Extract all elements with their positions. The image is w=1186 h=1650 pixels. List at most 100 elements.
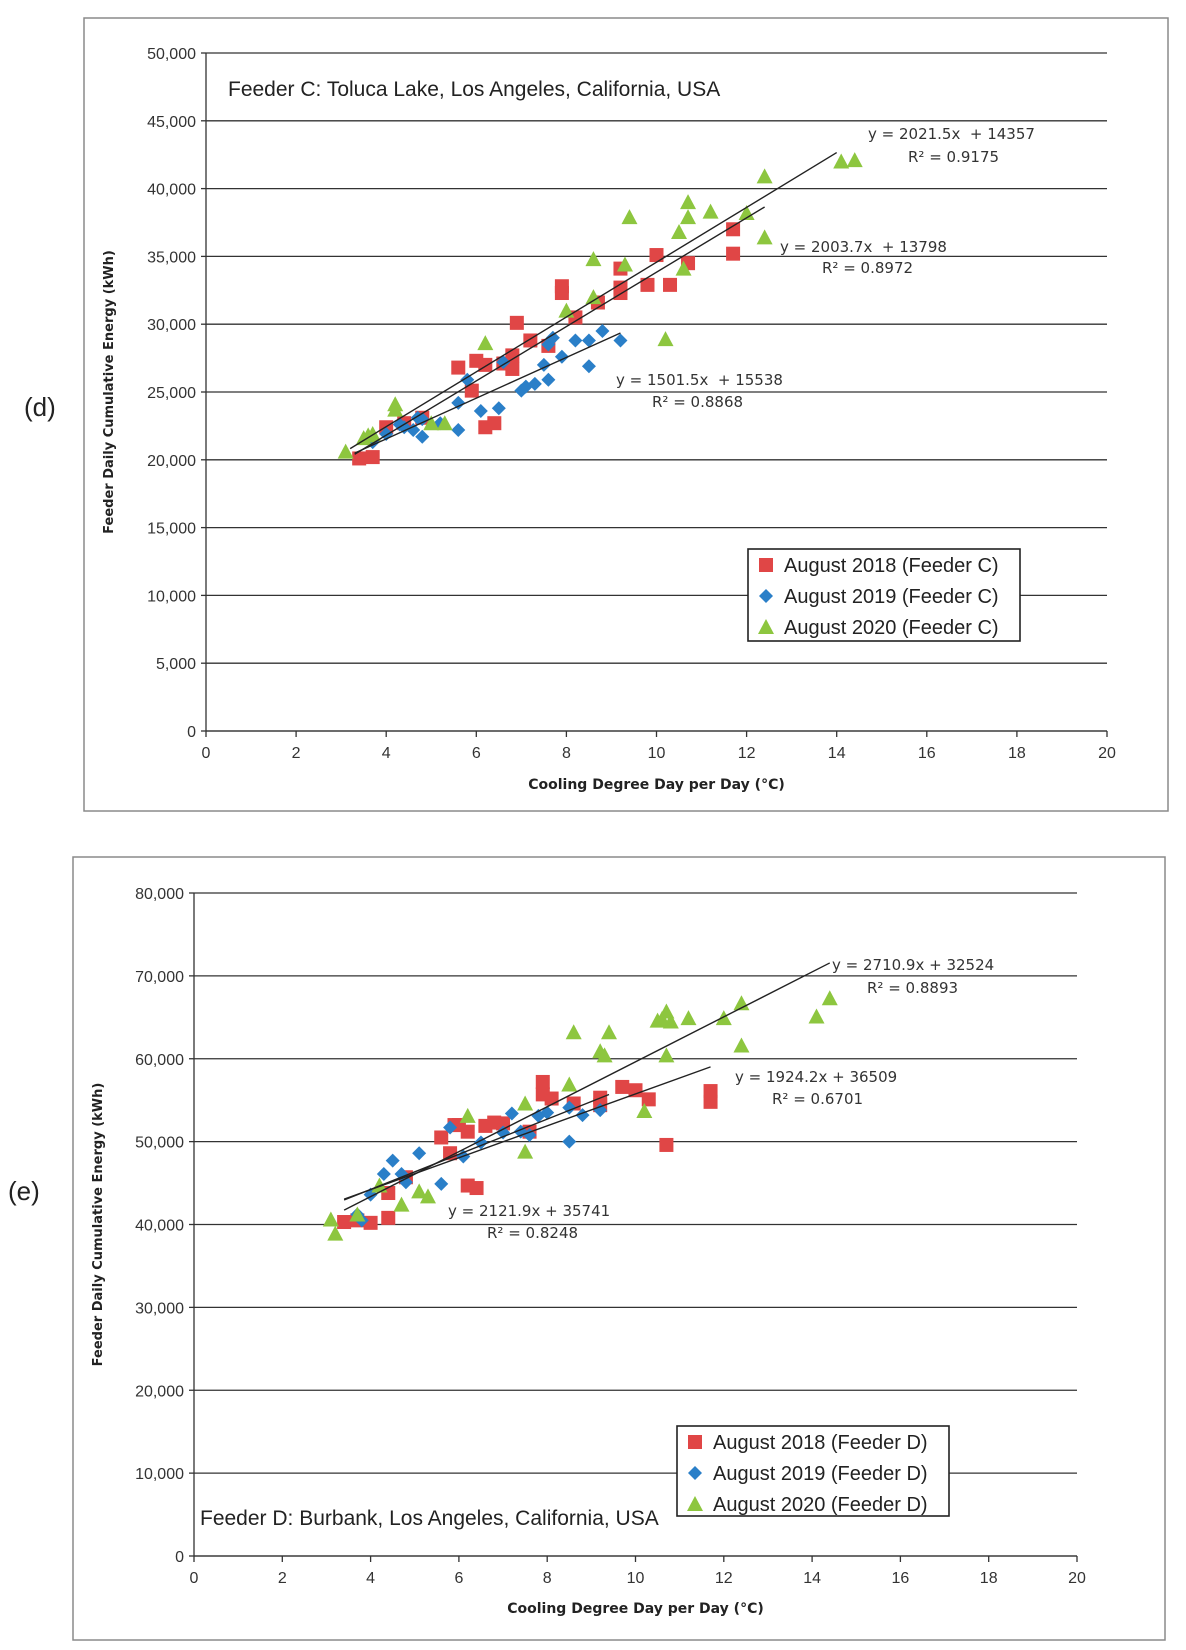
- trendline-r2: R² = 0.8248: [487, 1224, 578, 1242]
- point-triangle: [585, 289, 602, 305]
- point-diamond: [504, 1106, 519, 1121]
- point-square: [628, 1083, 643, 1098]
- point-triangle: [322, 1211, 339, 1227]
- legend-box: [747, 548, 1021, 642]
- legend-entry: August 2018 (Feeder C): [784, 555, 999, 577]
- chart-frame: [72, 856, 1166, 1641]
- panel-label-e: (e): [8, 1176, 40, 1206]
- x-tick-label: 14: [828, 745, 846, 762]
- point-diamond: [406, 422, 421, 437]
- legend-marker-triangle: [687, 1496, 703, 1511]
- y-tick-label: 60,000: [135, 1052, 184, 1069]
- trendline-equation: y = 2710.9x + 32524: [832, 956, 994, 974]
- point-triangle: [337, 443, 354, 459]
- trendline-equation: y = 2021.5x + 14357: [868, 125, 1035, 143]
- point-square: [381, 1210, 396, 1225]
- point-diamond: [595, 323, 610, 338]
- point-square: [649, 248, 664, 263]
- y-tick-label: 45,000: [147, 114, 196, 131]
- x-axis-label: Cooling Degree Day per Day (°C): [507, 1601, 764, 1617]
- point-square: [487, 416, 502, 431]
- x-tick-label: 14: [803, 1570, 821, 1587]
- legend-marker-triangle: [758, 619, 774, 634]
- x-tick-label: 4: [382, 745, 391, 762]
- point-triangle: [561, 1076, 578, 1092]
- point-diamond: [415, 429, 430, 444]
- point-triangle: [517, 1143, 534, 1159]
- point-triangle: [662, 1013, 679, 1029]
- x-tick-label: 12: [715, 1570, 733, 1587]
- point-triangle: [371, 1177, 388, 1193]
- point-diamond: [581, 333, 596, 348]
- y-tick-label: 30,000: [135, 1300, 184, 1317]
- point-square: [641, 1092, 656, 1107]
- point-square: [615, 1079, 630, 1094]
- point-triangle: [411, 1183, 428, 1199]
- legend-box: [676, 1425, 950, 1517]
- point-diamond: [527, 376, 542, 391]
- y-tick-label: 80,000: [135, 886, 184, 903]
- point-square: [554, 279, 569, 294]
- point-triangle: [756, 229, 773, 245]
- legend-marker-diamond: [688, 1466, 702, 1480]
- y-tick-label: 5,000: [156, 656, 196, 673]
- point-diamond: [376, 1166, 391, 1181]
- point-square: [337, 1215, 352, 1230]
- point-diamond: [460, 372, 475, 387]
- legend: August 2018 (Feeder C) August 2019 (Feede…: [747, 548, 1021, 642]
- x-tick-label: 18: [1008, 745, 1026, 762]
- point-triangle: [636, 1102, 653, 1118]
- series-2: [322, 990, 838, 1241]
- point-square: [535, 1074, 550, 1089]
- legend-marker-diamond: [759, 589, 773, 603]
- point-square: [544, 1091, 559, 1106]
- legend-entry: August 2020 (Feeder C): [784, 617, 999, 639]
- point-square: [451, 360, 466, 375]
- trendline-equation: y = 2121.9x + 35741: [448, 1202, 610, 1220]
- point-diamond: [412, 1146, 427, 1161]
- point-triangle: [657, 331, 674, 347]
- x-tick-label: 4: [366, 1570, 375, 1587]
- chart-1: 0 10,000 20,000 30,000 40,000 50,000 60,000 70,…: [72, 856, 1166, 1641]
- point-triangle: [658, 1047, 675, 1063]
- point-square: [726, 246, 741, 261]
- trendline: [343, 1093, 610, 1201]
- x-tick-label: 16: [918, 745, 936, 762]
- point-diamond: [568, 333, 583, 348]
- legend-entry: August 2019 (Feeder D): [713, 1463, 928, 1485]
- point-diamond: [541, 372, 556, 387]
- y-tick-label: 25,000: [147, 385, 196, 402]
- point-diamond: [473, 403, 488, 418]
- y-tick-label: 40,000: [135, 1218, 184, 1235]
- point-triangle: [327, 1225, 344, 1241]
- trendline-equation: y = 1924.2x + 36509: [735, 1068, 897, 1086]
- y-tick-label: 50,000: [135, 1135, 184, 1152]
- point-square: [726, 222, 741, 237]
- point-triangle: [680, 209, 697, 225]
- legend-entry: August 2019 (Feeder C): [784, 586, 999, 608]
- x-tick-label: 20: [1098, 745, 1116, 762]
- point-diamond: [491, 401, 506, 416]
- x-tick-label: 6: [472, 745, 481, 762]
- point-square: [509, 315, 524, 330]
- chart-title: Feeder D: Burbank, Los Angeles, Californ…: [200, 1507, 659, 1530]
- trendline-r2: R² = 0.8972: [822, 259, 913, 277]
- y-tick-label: 15,000: [147, 521, 196, 538]
- y-tick-label: 35,000: [147, 249, 196, 266]
- trendline: [354, 332, 621, 454]
- y-tick-label: 20,000: [135, 1383, 184, 1400]
- trendline-equation: y = 2003.7x + 13798: [780, 238, 947, 256]
- trendline: [354, 206, 765, 455]
- legend-entry: August 2020 (Feeder D): [713, 1494, 928, 1516]
- point-square: [434, 1130, 449, 1145]
- point-triangle: [808, 1008, 825, 1024]
- trendline-equation: y = 1501.5x + 15538: [616, 371, 783, 389]
- x-tick-label: 8: [562, 745, 571, 762]
- point-diamond: [581, 359, 596, 374]
- point-triangle: [846, 152, 863, 168]
- point-diamond: [562, 1134, 577, 1149]
- point-triangle: [393, 1196, 410, 1212]
- x-axis-label: Cooling Degree Day per Day (°C): [528, 777, 785, 793]
- y-axis-label: Feeder Daily Cumulative Energy (kWh): [91, 1083, 106, 1367]
